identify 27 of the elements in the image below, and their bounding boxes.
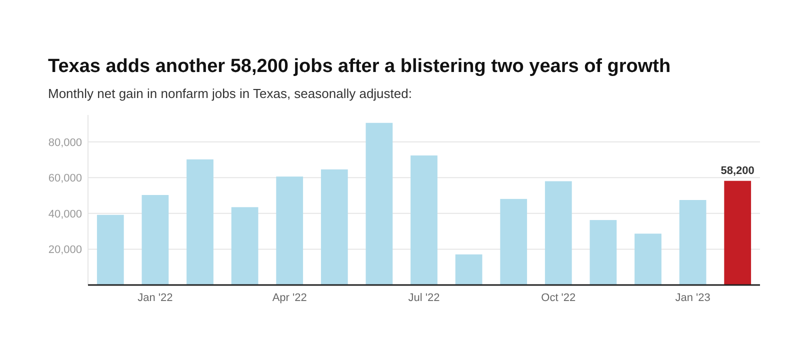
bar: [679, 200, 706, 285]
y-tick-label: 20,000: [48, 244, 82, 256]
y-tick-label: 60,000: [48, 172, 82, 185]
bar: [455, 254, 482, 285]
bar: [634, 234, 662, 285]
bar: [320, 169, 348, 285]
bar: [142, 194, 169, 285]
data-label: 58,200: [720, 164, 754, 177]
x-tick-label: Jul '22: [408, 292, 440, 304]
y-tick-label: 40,000: [48, 208, 82, 220]
y-tick-label: 80,000: [48, 136, 82, 149]
bar: [724, 180, 752, 285]
bar: [590, 220, 617, 285]
x-tick-label: Oct '22: [541, 292, 576, 304]
x-tick-label: Jan '22: [138, 292, 173, 304]
bar: [231, 207, 258, 285]
x-tick-label: Apr '22: [272, 292, 307, 304]
bar: [410, 155, 438, 285]
bar: [276, 176, 304, 285]
x-tick-label: Jan '23: [675, 292, 710, 304]
chart-title: Texas adds another 58,200 jobs after a blistering two years of growth: [48, 56, 671, 77]
bar: [96, 214, 124, 285]
bar: [544, 181, 572, 285]
bar: [366, 122, 393, 285]
bar: [186, 159, 214, 285]
chart-subtitle: Monthly net gain in nonfarm jobs in Texas, seasonally adjusted:: [48, 86, 412, 101]
bar: [500, 198, 528, 285]
